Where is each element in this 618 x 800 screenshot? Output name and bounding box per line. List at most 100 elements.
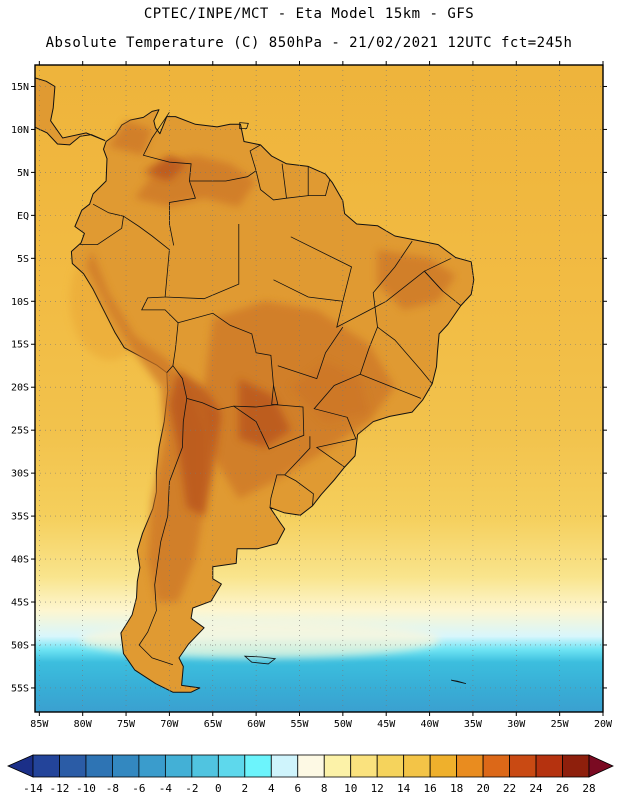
warm-region bbox=[87, 249, 205, 602]
lat-label: 25S bbox=[11, 426, 29, 437]
colorbar-swatch bbox=[270, 754, 299, 778]
border-line bbox=[423, 257, 462, 306]
colorbar-swatch bbox=[191, 754, 219, 778]
lat-label: 55S bbox=[11, 683, 29, 694]
colorbar-swatch bbox=[164, 754, 193, 778]
hot-region bbox=[238, 378, 291, 448]
axis-ticks bbox=[31, 61, 607, 716]
colorbar-label: 12 bbox=[371, 782, 384, 795]
colorbar-label: 10 bbox=[344, 782, 357, 795]
lon-label: 25W bbox=[551, 719, 570, 730]
title-line-1: CPTEC/INPE/MCT - Eta Model 15km - GFS bbox=[143, 6, 475, 22]
lon-label: 55W bbox=[290, 719, 309, 730]
lat-label: EQ bbox=[17, 211, 29, 222]
colorbar-label: 6 bbox=[294, 782, 301, 795]
lat-label: 20S bbox=[11, 383, 29, 394]
colorbar-label: -14 bbox=[23, 782, 43, 795]
colorbar-label: 18 bbox=[450, 782, 463, 795]
colorbar-swatch bbox=[217, 754, 246, 778]
longitude-labels: 85W 80W 75W 70W 65W 60W 55W 50W 45W 40W 35W 30W 25W 2… bbox=[30, 719, 613, 730]
border-line bbox=[165, 224, 240, 300]
country-borders bbox=[80, 112, 462, 666]
colorbar-swatch bbox=[535, 754, 563, 778]
central-america-landmass bbox=[35, 77, 106, 146]
hot-region bbox=[169, 370, 222, 517]
colorbar-swatch bbox=[138, 754, 166, 778]
colorbar-swatch bbox=[403, 754, 431, 778]
title-line-2: Absolute Temperature (C) 850hPa - 21/02/… bbox=[45, 35, 573, 51]
hispaniola-island bbox=[131, 44, 183, 63]
colorbar-swatch bbox=[429, 754, 458, 778]
colorbar-max-arrow bbox=[588, 754, 614, 778]
lat-label: 10S bbox=[11, 297, 29, 308]
lat-label: 40S bbox=[11, 555, 29, 566]
colorbar-labels: -14 -12 -10 -8 -6 -4 -2 0 2 4 6 8 10 12 14 16 18 20 22 24 26… bbox=[23, 782, 596, 795]
colorbar-swatch bbox=[323, 754, 352, 778]
hot-region bbox=[143, 155, 187, 181]
border-line bbox=[372, 240, 413, 328]
border-line bbox=[359, 326, 433, 385]
colorbar-label: 14 bbox=[397, 782, 411, 795]
border-line bbox=[172, 312, 279, 411]
colorbar-swatch bbox=[376, 754, 405, 778]
colorbar-swatch bbox=[59, 754, 87, 778]
colorbar-swatch bbox=[562, 754, 590, 778]
colorbar-label: -8 bbox=[106, 782, 119, 795]
border-line bbox=[123, 215, 179, 373]
border-line bbox=[233, 385, 305, 450]
border-line bbox=[189, 144, 261, 182]
lat-label: 45S bbox=[11, 598, 29, 609]
caribbean-islands bbox=[239, 122, 249, 129]
lon-label: 30W bbox=[507, 719, 526, 730]
colorbar-swatch bbox=[112, 754, 140, 778]
lon-label: 20W bbox=[594, 719, 613, 730]
lat-label: 35S bbox=[11, 512, 29, 523]
falkland-islands bbox=[243, 655, 467, 684]
colorbar-swatch bbox=[456, 754, 484, 778]
lat-label: 5N bbox=[17, 168, 29, 179]
lon-label: 40W bbox=[421, 719, 440, 730]
lon-label: 75W bbox=[117, 719, 136, 730]
lat-label: 30S bbox=[11, 469, 29, 480]
lat-label: 10N bbox=[11, 125, 29, 136]
lon-label: 60W bbox=[247, 719, 266, 730]
lon-label: 45W bbox=[377, 719, 396, 730]
colorbar-label: 26 bbox=[556, 782, 569, 795]
colorbar-swatch bbox=[350, 754, 378, 778]
colorbar-label: -12 bbox=[50, 782, 70, 795]
colorbar-label: 2 bbox=[241, 782, 248, 795]
colorbar-label: 8 bbox=[321, 782, 328, 795]
lat-label: 50S bbox=[11, 640, 29, 651]
colorbar-swatch bbox=[85, 754, 113, 778]
lon-label: 35W bbox=[464, 719, 483, 730]
colorbar-label: 20 bbox=[476, 782, 489, 795]
colorbar-label: 22 bbox=[503, 782, 516, 795]
lat-label: 5S bbox=[17, 254, 29, 265]
colorbar-min-arrow bbox=[7, 754, 34, 778]
colorbar-swatch bbox=[297, 754, 325, 778]
colorbar-label: -6 bbox=[132, 782, 145, 795]
lon-label: 80W bbox=[74, 719, 93, 730]
colorbar-swatch bbox=[509, 754, 537, 778]
colorbar-label: -10 bbox=[76, 782, 96, 795]
lon-label: 70W bbox=[160, 719, 179, 730]
colorbar-label: 24 bbox=[529, 782, 543, 795]
lon-label: 65W bbox=[204, 719, 223, 730]
colorbar-label: 4 bbox=[268, 782, 275, 795]
border-line bbox=[277, 326, 344, 380]
lon-label: 85W bbox=[30, 719, 49, 730]
latitude-labels: 15N 10N 5N EQ 5S 10S 15S 20S 25S 30S 35S 40S 45S 50S 5… bbox=[11, 82, 29, 694]
colorbar-label: 28 bbox=[582, 782, 595, 795]
border-line bbox=[281, 163, 287, 199]
colorbar-swatch bbox=[32, 754, 60, 778]
border-line bbox=[313, 373, 422, 468]
temperature-colorbar bbox=[7, 754, 614, 778]
warm-region bbox=[108, 120, 153, 156]
colorbar-label: -2 bbox=[185, 782, 198, 795]
map-frame bbox=[34, 64, 604, 713]
lon-label: 50W bbox=[334, 719, 353, 730]
warm-region bbox=[377, 249, 456, 310]
colorbar-swatch bbox=[244, 754, 272, 778]
border-line bbox=[284, 436, 311, 476]
